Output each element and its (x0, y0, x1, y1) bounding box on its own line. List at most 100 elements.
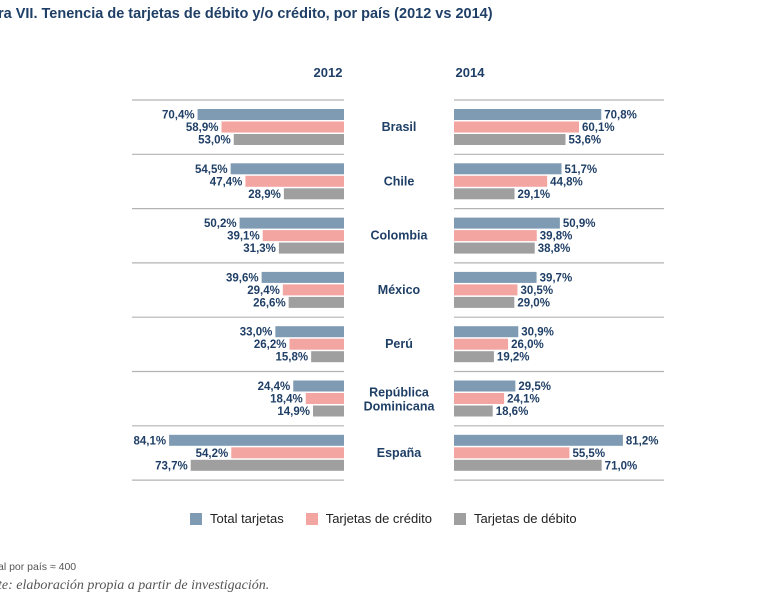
bar-2014 (454, 459, 602, 471)
category-label: Perú (385, 337, 413, 351)
bar-2012 (313, 405, 344, 417)
legend-label-total: Total tarjetas (210, 511, 284, 526)
data-label-2014: 50,9% (563, 218, 596, 230)
data-label-2012: 24,4% (258, 381, 291, 393)
data-label-2012: 54,2% (196, 448, 229, 460)
data-label-2014: 19,2% (497, 352, 530, 364)
data-label-2012: 39,6% (226, 272, 259, 284)
bar-2014 (454, 134, 566, 145)
bar-2014 (454, 121, 580, 133)
bar-2014 (454, 380, 516, 392)
bar-2012 (245, 175, 344, 187)
data-label-2014: 53,6% (568, 135, 601, 147)
legend-label-credito: Tarjetas de crédito (325, 511, 432, 526)
bar-2014 (454, 163, 562, 175)
data-label-2014: 44,8% (550, 176, 583, 188)
data-label-2012: 31,3% (243, 243, 276, 255)
bar-2014 (454, 175, 548, 187)
bar-2012 (283, 188, 344, 200)
category-label: Chile (384, 174, 415, 188)
category-label-line2: Dominicana (364, 400, 436, 414)
bar-2012 (293, 380, 344, 392)
bar-2014 (454, 217, 560, 229)
legend-swatch-credito (305, 512, 318, 525)
data-label-2014: 81,2% (626, 435, 659, 447)
data-label-2014: 39,8% (540, 231, 573, 243)
bar-2014 (454, 351, 494, 363)
sample-note: al por país ≈ 400 (0, 561, 77, 573)
legend-item-credito: Tarjetas de crédito (305, 511, 432, 526)
panel-header-2014: 2014 (456, 65, 486, 80)
chart-title: ra VII. Tenencia de tarjetas de débito y… (0, 6, 493, 22)
bar-2012 (278, 242, 344, 254)
data-label-2012: 26,6% (253, 297, 286, 309)
source-note: te: elaboración propia a partir de inves… (0, 578, 270, 593)
data-label-2014: 18,6% (496, 406, 529, 418)
data-label-2014: 30,5% (520, 285, 553, 297)
legend-item-debito: Tarjetas de débito (453, 511, 577, 526)
bar-2014 (454, 271, 537, 283)
bar-2014 (454, 242, 535, 254)
bar-2014 (454, 109, 602, 120)
bar-2012 (288, 296, 344, 308)
data-label-2014: 30,9% (521, 327, 554, 339)
data-label-2014: 24,1% (507, 394, 540, 406)
bar-chart: 2012 2014 Brasil 70,4% 70,8% 58,9% 60,1% 53,0% 5… (132, 65, 664, 481)
data-label-2014: 70,8% (604, 110, 637, 122)
bar-2012 (197, 109, 344, 120)
category-label: Brasil (382, 120, 417, 134)
legend-swatch-total (190, 512, 202, 525)
data-label-2012: 39,1% (227, 231, 260, 243)
data-label-2014: 55,5% (572, 448, 605, 460)
data-label-2012: 33,0% (240, 327, 273, 339)
bar-2012 (289, 338, 344, 350)
data-label-2012: 70,4% (162, 110, 195, 122)
panel-header-2012: 2012 (314, 65, 343, 80)
bar-2012 (230, 163, 344, 175)
data-label-2012: 58,9% (186, 122, 219, 134)
bar-2014 (454, 326, 519, 338)
data-label-2014: 51,7% (565, 164, 598, 176)
data-label-2012: 15,8% (276, 352, 309, 364)
bar-2012 (221, 121, 344, 133)
data-label-2012: 47,4% (210, 176, 243, 188)
category-label: República (369, 386, 430, 400)
bar-2012 (169, 434, 344, 446)
legend-label-debito: Tarjetas de débito (473, 511, 577, 526)
data-label-2012: 50,2% (204, 218, 237, 230)
data-label-2014: 60,1% (582, 122, 615, 134)
data-label-2012: 73,7% (155, 460, 188, 472)
bar-2014 (454, 434, 623, 446)
legend: Total tarjetas Tarjetas de crédito Tarje… (190, 511, 577, 526)
bar-2012 (261, 271, 344, 283)
bar-2014 (454, 393, 505, 404)
legend-item-total: Total tarjetas (190, 511, 284, 526)
bar-2014 (454, 338, 509, 350)
category-label: Colombia (371, 229, 429, 243)
data-label-2014: 29,0% (517, 297, 550, 309)
bar-2014 (454, 447, 570, 459)
data-label-2012: 26,2% (254, 339, 287, 351)
bar-2014 (454, 405, 493, 417)
data-label-2014: 26,0% (511, 339, 544, 351)
bar-2012 (311, 351, 344, 363)
data-label-2012: 14,9% (277, 406, 310, 418)
bar-2014 (454, 284, 518, 296)
data-label-2012: 53,0% (198, 135, 231, 147)
bar-2012 (275, 326, 344, 338)
legend-swatch-debito (453, 512, 466, 525)
bar-2012 (231, 447, 344, 459)
bar-2012 (262, 230, 344, 242)
data-label-2014: 39,7% (540, 272, 573, 284)
bar-2012 (305, 393, 344, 404)
data-label-2014: 29,1% (518, 189, 551, 201)
category-label: España (377, 446, 423, 460)
data-label-2012: 18,4% (270, 394, 303, 406)
bar-2012 (239, 217, 344, 229)
bar-2014 (454, 230, 537, 242)
bar-2012 (233, 134, 344, 145)
data-label-2014: 71,0% (605, 460, 638, 472)
data-label-2012: 28,9% (248, 189, 281, 201)
data-label-2014: 38,8% (538, 243, 571, 255)
category-label: México (378, 283, 421, 297)
